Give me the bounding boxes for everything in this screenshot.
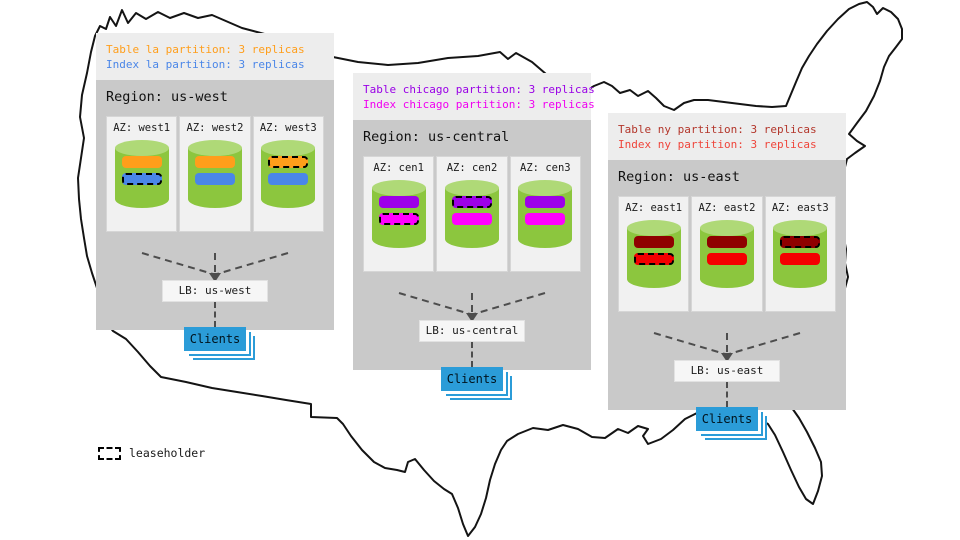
load-balancer-box: LB: us-east — [674, 360, 780, 382]
region-title: Region: us-east — [618, 169, 740, 185]
table-partition-replica — [268, 156, 309, 168]
region-box: Region: us-west AZ: west1 AZ: west2 — [96, 80, 334, 351]
cylinder-top — [114, 140, 169, 156]
cylinder-top — [371, 180, 426, 196]
annotation-table-partition: Table la partition: 3 replicas — [106, 43, 305, 56]
annotation-index-partition: Index ny partition: 3 replicas — [618, 138, 817, 151]
connector-lines — [141, 252, 289, 282]
az-label: AZ: east2 — [698, 202, 756, 214]
database-cylinder — [518, 180, 573, 248]
table-partition-replica — [780, 236, 821, 248]
table-partition-replica — [194, 156, 235, 168]
table-partition-replica — [706, 236, 747, 248]
region-us-west: Table la partition: 3 replicas Index la … — [96, 33, 334, 351]
az-label: AZ: west2 — [186, 122, 244, 134]
database-cylinder — [187, 140, 242, 208]
region-title: Region: us-central — [363, 129, 510, 145]
lb-clients-connector — [214, 302, 216, 327]
load-balancer-box: LB: us-west — [162, 280, 268, 302]
legend: leaseholder — [98, 446, 205, 460]
arrowhead-icon — [209, 273, 221, 282]
cylinder-top — [518, 180, 573, 196]
az-cell-west2: AZ: west2 — [179, 116, 251, 232]
arrowhead-icon — [466, 313, 478, 322]
database-cylinder — [699, 220, 754, 288]
index-partition-replica — [525, 213, 566, 225]
az-label: AZ: east1 — [625, 202, 683, 214]
az-cell-cen3: AZ: cen3 — [509, 156, 581, 272]
cylinder-top — [699, 220, 754, 236]
region-us-east: Table ny partition: 3 replicas Index ny … — [608, 113, 846, 431]
clients-box: Clients — [696, 407, 758, 431]
lb-clients-connector — [471, 342, 473, 367]
az-label: AZ: east3 — [771, 202, 829, 214]
table-partition-replica — [378, 196, 419, 208]
az-label: AZ: west1 — [113, 122, 171, 134]
arrowhead-icon — [721, 353, 733, 362]
annotation-box: Table ny partition: 3 replicas Index ny … — [608, 113, 846, 160]
index-partition-replica — [121, 173, 162, 185]
annotation-table-partition: Table ny partition: 3 replicas — [618, 123, 817, 136]
table-partition-replica — [451, 196, 492, 208]
clients-box: Clients — [441, 367, 503, 391]
index-partition-replica — [633, 253, 674, 265]
table-partition-replica — [633, 236, 674, 248]
legend-label: leaseholder — [129, 446, 206, 460]
az-cell-cen1: AZ: cen1 — [363, 156, 435, 272]
database-cylinder — [773, 220, 828, 288]
lb-clients-connector — [726, 382, 728, 407]
region-box: Region: us-east AZ: east1 AZ: east2 — [608, 160, 846, 431]
clients-box: Clients — [184, 327, 246, 351]
database-cylinder — [261, 140, 316, 208]
az-row: AZ: west1 AZ: west2 — [106, 116, 324, 232]
az-label: AZ: cen2 — [446, 162, 498, 174]
database-cylinder — [626, 220, 681, 288]
connector-lines — [398, 292, 546, 322]
annotation-index-partition: Index la partition: 3 replicas — [106, 58, 305, 71]
annotation-table-partition: Table chicago partition: 3 replicas — [363, 83, 595, 96]
az-row: AZ: cen1 AZ: cen2 — [363, 156, 581, 272]
cylinder-top — [261, 140, 316, 156]
leaseholder-swatch-icon — [98, 446, 121, 460]
az-row: AZ: east1 AZ: east2 — [618, 196, 836, 312]
az-cell-cen2: AZ: cen2 — [436, 156, 508, 272]
table-partition-replica — [525, 196, 566, 208]
az-cell-east2: AZ: east2 — [691, 196, 763, 312]
region-us-central: Table chicago partition: 3 replicas Inde… — [353, 73, 595, 391]
az-label: AZ: cen1 — [373, 162, 424, 174]
annotation-box: Table chicago partition: 3 replicas Inde… — [353, 73, 595, 120]
az-cell-east3: AZ: east3 — [764, 196, 836, 312]
region-box: Region: us-central AZ: cen1 AZ: cen2 — [353, 120, 591, 391]
database-cylinder — [371, 180, 426, 248]
index-partition-replica — [268, 173, 309, 185]
az-label: AZ: west3 — [259, 122, 317, 134]
cylinder-top — [187, 140, 242, 156]
az-label: AZ: cen3 — [520, 162, 571, 174]
cylinder-top — [773, 220, 828, 236]
index-partition-replica — [451, 213, 492, 225]
table-partition-replica — [121, 156, 162, 168]
region-title: Region: us-west — [106, 89, 228, 105]
index-partition-replica — [780, 253, 821, 265]
az-cell-west3: AZ: west3 — [252, 116, 324, 232]
index-partition-replica — [378, 213, 419, 225]
cylinder-top — [626, 220, 681, 236]
annotation-index-partition: Index chicago partition: 3 replicas — [363, 98, 595, 111]
connector-lines — [653, 332, 801, 362]
database-cylinder — [114, 140, 169, 208]
az-cell-west1: AZ: west1 — [106, 116, 178, 232]
index-partition-replica — [706, 253, 747, 265]
az-cell-east1: AZ: east1 — [618, 196, 690, 312]
load-balancer-box: LB: us-central — [419, 320, 525, 342]
cylinder-top — [444, 180, 499, 196]
database-cylinder — [444, 180, 499, 248]
index-partition-replica — [194, 173, 235, 185]
annotation-box: Table la partition: 3 replicas Index la … — [96, 33, 334, 80]
